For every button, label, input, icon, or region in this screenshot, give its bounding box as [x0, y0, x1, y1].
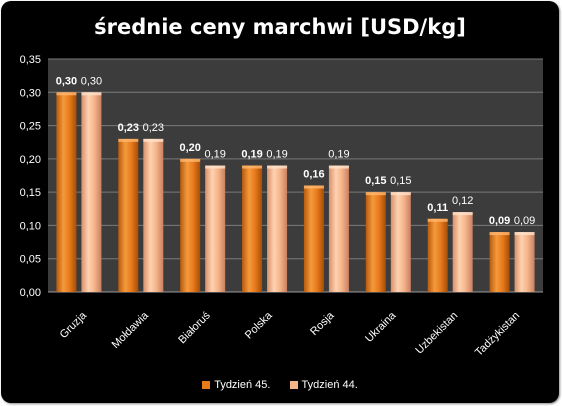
bar-top	[56, 92, 77, 96]
bar-series1	[303, 185, 324, 292]
bar-top	[489, 232, 510, 236]
data-label: 0,30	[56, 75, 77, 87]
bar-series2	[267, 165, 288, 292]
data-label: 0,09	[514, 215, 535, 227]
data-label: 0,16	[303, 168, 324, 180]
bar-series2	[328, 165, 349, 292]
bar-series2	[390, 192, 411, 292]
bar-series1	[242, 165, 263, 292]
data-label: 0,09	[489, 215, 510, 227]
y-tick-label: 0,25	[20, 121, 41, 133]
x-tick-label: Białoruś	[176, 309, 213, 346]
legend-label-1: Tydzień 44.	[301, 379, 358, 391]
x-tick-label: Rosja	[308, 309, 337, 338]
bar-series1	[365, 192, 386, 292]
bar-series2	[81, 92, 102, 293]
y-tick-label: 0,30	[20, 87, 41, 99]
y-tick-label: 0,10	[20, 220, 41, 232]
y-tick-label: 0,35	[20, 54, 41, 66]
bar-top	[205, 165, 226, 169]
bar-top	[365, 192, 386, 196]
bar-series1	[118, 138, 139, 292]
data-label: 0,15	[365, 175, 386, 187]
bar-series2	[205, 165, 226, 292]
legend-swatch-1	[289, 381, 298, 389]
bar-top	[452, 212, 473, 216]
bar-series1	[427, 218, 448, 292]
bar-top	[390, 192, 411, 196]
legend-label-0: Tydzień 45.	[214, 379, 271, 391]
data-label: 0,19	[204, 149, 225, 161]
data-label: 0,20	[179, 142, 200, 154]
data-label: 0,23	[143, 122, 164, 134]
legend-item-0: Tydzień 45.	[202, 379, 270, 391]
bar-series2	[452, 212, 473, 292]
y-tick-label: 0,05	[20, 254, 41, 266]
data-label: 0,30	[81, 75, 102, 87]
legend: Tydzień 45. Tydzień 44.	[1, 379, 559, 392]
bar-series2	[514, 232, 535, 292]
x-tick-label: Gruzja	[58, 309, 90, 341]
bar-top	[267, 165, 288, 169]
bar-top	[303, 185, 324, 189]
data-label: 0,19	[266, 149, 287, 161]
data-label: 0,15	[390, 175, 411, 187]
bar-top	[81, 92, 102, 96]
bar-top	[427, 218, 448, 222]
legend-swatch-0	[202, 381, 211, 389]
y-tick-label: 0,15	[20, 187, 41, 199]
bar-top	[118, 138, 139, 142]
y-tick-label: 0,20	[20, 154, 41, 166]
bar-top	[180, 158, 201, 162]
bar-top	[242, 165, 263, 169]
bar-top	[143, 138, 164, 142]
bar-top	[328, 165, 349, 169]
legend-item-1: Tydzień 44.	[289, 379, 358, 391]
chart-title: średnie ceny marchwi [USD/kg]	[94, 15, 466, 39]
x-tick-label: Tadżykistan	[473, 310, 522, 359]
data-label: 0,19	[241, 149, 262, 161]
x-tick-label: Uzbekistan	[413, 310, 460, 357]
bar-series1	[56, 92, 77, 293]
bar-top	[514, 232, 535, 236]
bar-series1	[180, 158, 201, 292]
data-label: 0,23	[118, 122, 139, 134]
data-label: 0,19	[328, 149, 349, 161]
data-label: 0,11	[427, 202, 448, 214]
x-tick-label: Mołdawia	[110, 309, 152, 351]
data-label: 0,12	[452, 195, 473, 207]
x-tick-label: Polska	[243, 309, 275, 341]
x-tick-label: Ukraina	[363, 309, 399, 345]
bar-series2	[143, 138, 164, 292]
bar-series1	[489, 232, 510, 292]
y-tick-label: 0,00	[20, 287, 41, 299]
